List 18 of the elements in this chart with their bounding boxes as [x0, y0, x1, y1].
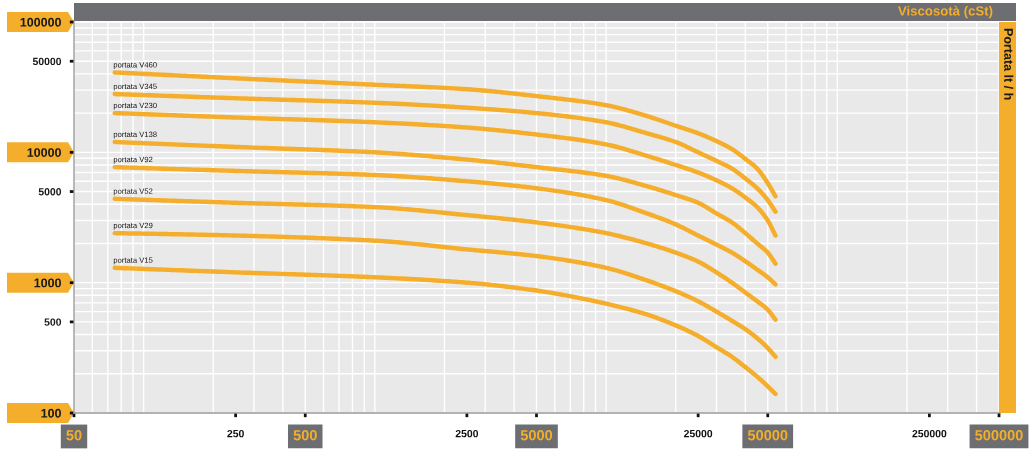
- x-tick-label: 250000: [912, 429, 947, 438]
- y-tick-label: 10000: [27, 148, 61, 157]
- y-tick-label: 1000: [34, 278, 61, 288]
- x-tick-label: 50: [66, 430, 82, 441]
- y-tick-label: 100000: [20, 17, 61, 27]
- x-axis-title: Viscosotà (cSt): [898, 5, 993, 19]
- x-tick-label: 25000: [684, 429, 713, 438]
- x-tick-label: 250: [227, 429, 244, 438]
- y-axis-title: Portata lt / h: [1004, 28, 1014, 100]
- y-tick-label: 50000: [32, 57, 62, 66]
- x-tick-label: 5000: [520, 430, 553, 441]
- x-tick-label: 500: [293, 430, 317, 441]
- x-tick-label: 500000: [975, 430, 1023, 441]
- y-tick-label: 5000: [38, 188, 62, 196]
- y-tick-label: 500: [44, 318, 62, 326]
- x-tick-label: 2500: [455, 429, 479, 438]
- x-tick-label: 50000: [747, 430, 788, 441]
- y-tick-label: 100: [41, 408, 61, 418]
